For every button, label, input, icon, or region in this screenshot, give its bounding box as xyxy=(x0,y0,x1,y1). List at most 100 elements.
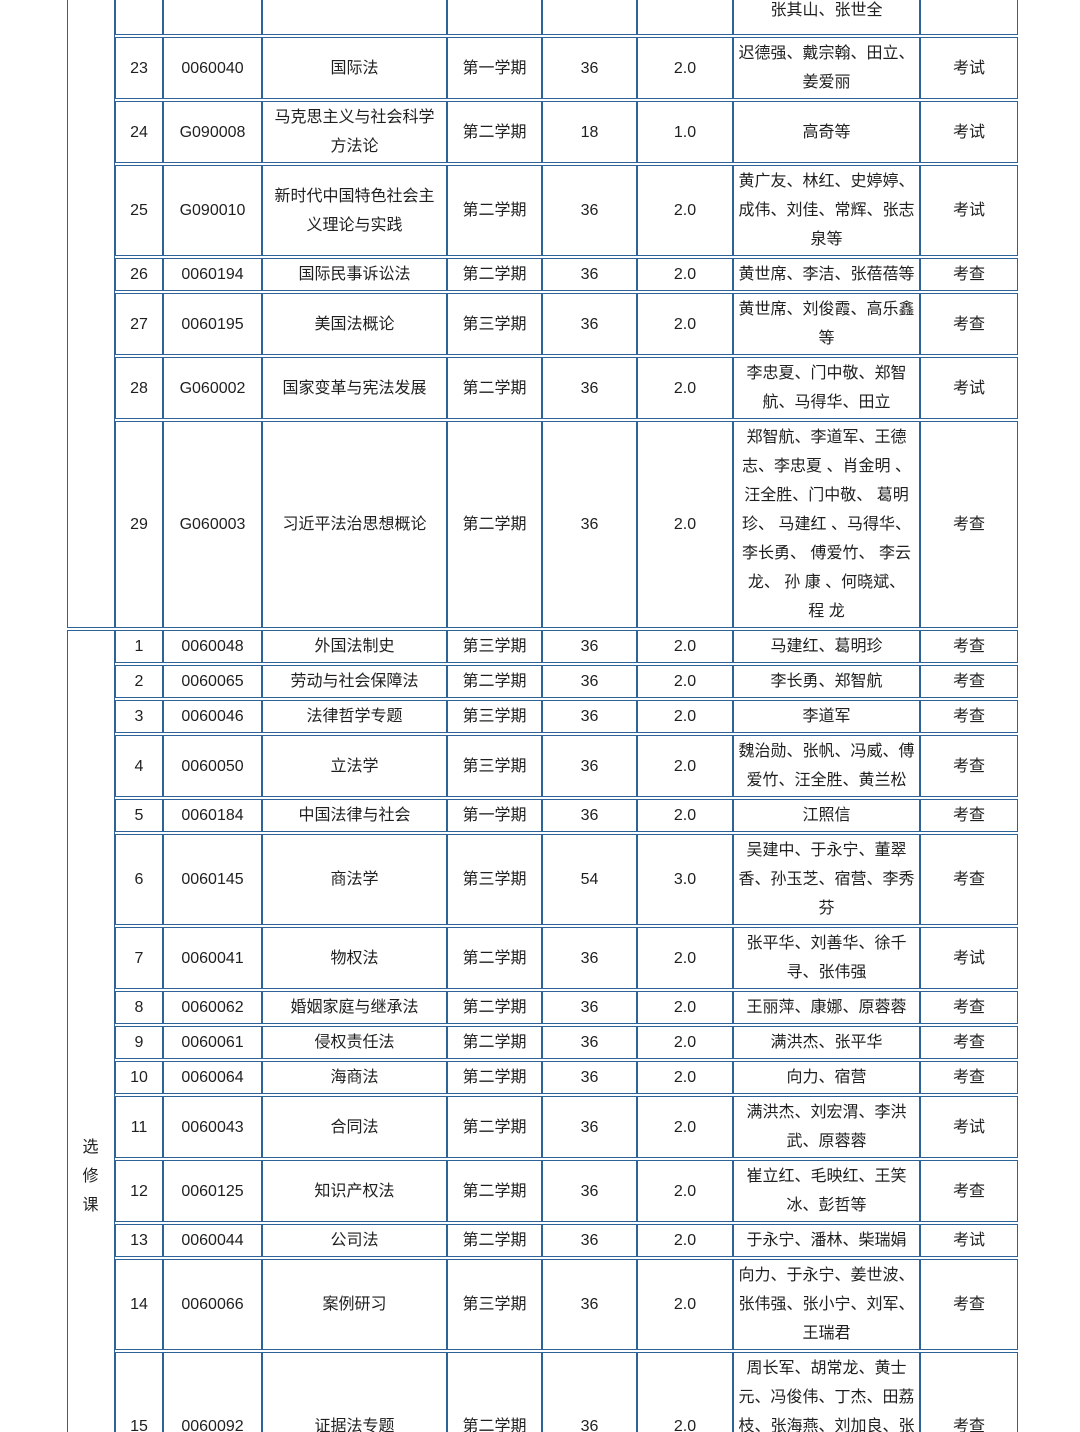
credits-cell: 2.0 xyxy=(637,258,733,291)
semester-cell xyxy=(447,0,542,35)
hours-cell: 36 xyxy=(542,1160,637,1222)
table-row: 5 0060184 中国法律与社会 第一学期 36 2.0 江照信 考查 xyxy=(67,799,1018,832)
row-number-cell: 9 xyxy=(115,1026,163,1059)
course-name-link[interactable]: 劳动与社会保障法 xyxy=(262,665,447,698)
course-name-link[interactable]: 新时代中国特色社会主义理论与实践 xyxy=(262,165,447,256)
hours-cell: 36 xyxy=(542,991,637,1024)
course-name-link[interactable]: 侵权责任法 xyxy=(262,1026,447,1059)
table-row: 4 0060050 立法学 第三学期 36 2.0 魏治勋、张帆、冯威、傅爱竹、… xyxy=(67,735,1018,797)
table-row: 张其山、张世全 xyxy=(67,0,1018,628)
semester-cell: 第二学期 xyxy=(447,357,542,419)
assessment-cell: 考查 xyxy=(920,293,1018,355)
assessment-cell: 考查 xyxy=(920,799,1018,832)
hours-cell: 54 xyxy=(542,834,637,925)
credits-cell: 1.0 xyxy=(637,101,733,163)
course-name-link[interactable]: 法律哲学专题 xyxy=(262,700,447,733)
assessment-cell: 考查 xyxy=(920,1259,1018,1350)
course-name-link[interactable]: 国家变革与宪法发展 xyxy=(262,357,447,419)
teachers-cell: 迟德强、戴宗翰、田立、姜爱丽 xyxy=(733,37,920,99)
assessment-cell: 考查 xyxy=(920,700,1018,733)
semester-cell: 第二学期 xyxy=(447,1096,542,1158)
course-table: 张其山、张世全 23 0060040 国际法 第一学期 36 2.0 迟德强、戴… xyxy=(67,0,1018,1432)
teachers-cell: 李长勇、郑智航 xyxy=(733,665,920,698)
assessment-cell: 考查 xyxy=(920,834,1018,925)
credits-cell: 2.0 xyxy=(637,1224,733,1257)
category-cell xyxy=(67,0,115,628)
credits-cell: 2.0 xyxy=(637,1160,733,1222)
credits-cell: 2.0 xyxy=(637,1259,733,1350)
semester-cell: 第三学期 xyxy=(447,630,542,663)
semester-cell: 第二学期 xyxy=(447,165,542,256)
course-name-link[interactable]: 商法学 xyxy=(262,834,447,925)
semester-cell: 第三学期 xyxy=(447,834,542,925)
course-code-cell: 0060145 xyxy=(163,834,262,925)
semester-cell: 第三学期 xyxy=(447,1259,542,1350)
row-number-cell: 11 xyxy=(115,1096,163,1158)
course-name-link[interactable]: 马克思主义与社会科学方法论 xyxy=(262,101,447,163)
course-name-link[interactable]: 证据法专题 xyxy=(262,1352,447,1432)
table-row: 23 0060040 国际法 第一学期 36 2.0 迟德强、戴宗翰、田立、姜爱… xyxy=(67,37,1018,99)
semester-cell: 第二学期 xyxy=(447,665,542,698)
course-name-link[interactable]: 知识产权法 xyxy=(262,1160,447,1222)
course-name-link[interactable]: 公司法 xyxy=(262,1224,447,1257)
semester-cell: 第二学期 xyxy=(447,421,542,628)
course-name-link[interactable]: 国际民事诉讼法 xyxy=(262,258,447,291)
teachers-cell: 满洪杰、刘宏渭、李洪武、原蓉蓉 xyxy=(733,1096,920,1158)
semester-cell: 第一学期 xyxy=(447,37,542,99)
table-row: 2 0060065 劳动与社会保障法 第二学期 36 2.0 李长勇、郑智航 考… xyxy=(67,665,1018,698)
table-row: 14 0060066 案例研习 第三学期 36 2.0 向力、于永宁、姜世波、张… xyxy=(67,1259,1018,1350)
hours-cell: 36 xyxy=(542,37,637,99)
teachers-cell: 马建红、葛明珍 xyxy=(733,630,920,663)
teachers-cell: 王丽萍、康娜、原蓉蓉 xyxy=(733,991,920,1024)
table-row: 26 0060194 国际民事诉讼法 第二学期 36 2.0 黄世席、李洁、张蓓… xyxy=(67,258,1018,291)
course-name-link[interactable]: 外国法制史 xyxy=(262,630,447,663)
course-name-link[interactable]: 立法学 xyxy=(262,735,447,797)
credits-cell: 2.0 xyxy=(637,700,733,733)
credits-cell: 2.0 xyxy=(637,927,733,989)
row-number-cell: 13 xyxy=(115,1224,163,1257)
table-row: 10 0060064 海商法 第二学期 36 2.0 向力、宿营 考查 xyxy=(67,1061,1018,1094)
teachers-cell: 黄世席、刘俊霞、高乐鑫等 xyxy=(733,293,920,355)
table-row: 28 G060002 国家变革与宪法发展 第二学期 36 2.0 李忠夏、门中敬… xyxy=(67,357,1018,419)
semester-cell: 第二学期 xyxy=(447,1352,542,1432)
hours-cell: 36 xyxy=(542,165,637,256)
row-number-cell: 12 xyxy=(115,1160,163,1222)
credits-cell: 2.0 xyxy=(637,991,733,1024)
course-name-link[interactable]: 案例研习 xyxy=(262,1259,447,1350)
course-name-link[interactable]: 合同法 xyxy=(262,1096,447,1158)
teachers-cell: 向力、于永宁、姜世波、张伟强、张小宁、刘军、王瑞君 xyxy=(733,1259,920,1350)
course-code-cell: 0060092 xyxy=(163,1352,262,1432)
course-name-link[interactable]: 习近平法治思想概论 xyxy=(262,421,447,628)
row-number-cell xyxy=(115,0,163,35)
course-code-cell: 0060041 xyxy=(163,927,262,989)
course-name-link[interactable]: 国际法 xyxy=(262,37,447,99)
assessment-cell: 考查 xyxy=(920,735,1018,797)
semester-cell: 第三学期 xyxy=(447,700,542,733)
course-name-link[interactable]: 婚姻家庭与继承法 xyxy=(262,991,447,1024)
table-row: 24 G090008 马克思主义与社会科学方法论 第二学期 18 1.0 高奇等… xyxy=(67,101,1018,163)
hours-cell: 36 xyxy=(542,1259,637,1350)
course-code-cell: 0060064 xyxy=(163,1061,262,1094)
course-name-link[interactable]: 物权法 xyxy=(262,927,447,989)
row-number-cell: 23 xyxy=(115,37,163,99)
row-number-cell: 29 xyxy=(115,421,163,628)
hours-cell: 36 xyxy=(542,1096,637,1158)
semester-cell: 第三学期 xyxy=(447,735,542,797)
credits-cell: 2.0 xyxy=(637,293,733,355)
course-name-link[interactable]: 海商法 xyxy=(262,1061,447,1094)
row-number-cell: 26 xyxy=(115,258,163,291)
course-code-cell: 0060046 xyxy=(163,700,262,733)
hours-cell: 36 xyxy=(542,1224,637,1257)
table-row: 12 0060125 知识产权法 第二学期 36 2.0 崔立红、毛映红、王笑冰… xyxy=(67,1160,1018,1222)
course-code-cell: 0060066 xyxy=(163,1259,262,1350)
course-name-link[interactable]: 美国法概论 xyxy=(262,293,447,355)
hours-cell: 18 xyxy=(542,101,637,163)
course-name-link[interactable]: 中国法律与社会 xyxy=(262,799,447,832)
credits-cell: 2.0 xyxy=(637,357,733,419)
hours-cell: 36 xyxy=(542,927,637,989)
table-row: 3 0060046 法律哲学专题 第三学期 36 2.0 李道军 考查 xyxy=(67,700,1018,733)
course-code-cell: 0060195 xyxy=(163,293,262,355)
assessment-cell: 考试 xyxy=(920,1096,1018,1158)
hours-cell: 36 xyxy=(542,1352,637,1432)
